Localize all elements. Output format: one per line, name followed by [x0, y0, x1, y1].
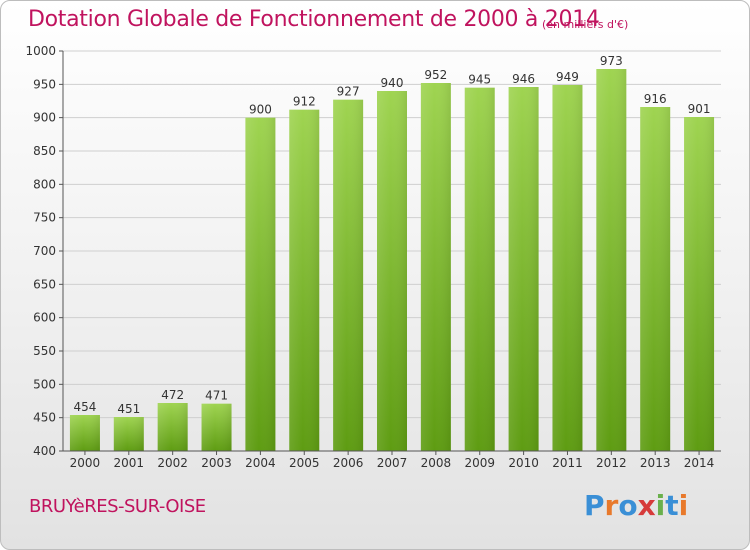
data-label: 916	[644, 92, 667, 106]
logo-letter: x	[637, 489, 656, 522]
data-label: 973	[600, 54, 623, 68]
y-tick-label: 650	[33, 277, 56, 291]
bar-shine-2005	[289, 109, 320, 452]
x-tick-label: 2012	[596, 456, 627, 470]
chart-unit: (en milliers d'€)	[542, 18, 629, 31]
logo-letter: P	[584, 489, 605, 522]
bar-shine-2001	[113, 417, 144, 451]
data-label: 901	[688, 102, 711, 116]
data-label: 900	[249, 103, 272, 117]
bar-shine-2012	[596, 69, 627, 451]
data-label: 949	[556, 70, 579, 84]
logo-letter: o	[618, 489, 638, 522]
x-tick-label: 2010	[508, 456, 539, 470]
y-tick-label: 500	[33, 377, 56, 391]
y-tick-label: 400	[33, 444, 56, 458]
logo-letter: t	[665, 489, 679, 522]
data-label: 952	[424, 68, 447, 82]
x-tick-label: 2011	[552, 456, 583, 470]
y-tick-label: 800	[33, 177, 56, 191]
x-tick-label: 2006	[333, 456, 364, 470]
data-label: 472	[161, 388, 184, 402]
x-tick-label: 2005	[289, 456, 320, 470]
commune-name: BRUYèRES-SUR-OISE	[29, 496, 206, 517]
bars	[69, 69, 715, 452]
data-label: 912	[293, 95, 316, 109]
y-tick-label: 700	[33, 244, 56, 258]
bar-shine-2002	[157, 403, 188, 451]
bar-shine-2011	[552, 85, 583, 451]
bar-shine-2007	[377, 91, 407, 451]
bar-shine-2006	[333, 99, 364, 452]
bar-shine-2010	[508, 87, 539, 451]
x-tick-label: 2001	[114, 456, 145, 470]
bar-shine-2013	[640, 107, 671, 451]
y-tick-label: 850	[33, 144, 56, 158]
bar-shine-2014	[684, 117, 715, 451]
bar-shine-2004	[245, 117, 276, 452]
axes: 400 450 500 550 600 650 700 750 800 850 900 950 1000…	[25, 44, 721, 470]
data-label: 927	[337, 85, 360, 99]
logo-letter: i	[655, 489, 666, 522]
bar-shine-2009	[464, 87, 495, 452]
y-tick-label: 750	[33, 211, 56, 225]
y-tick-label: 550	[33, 344, 56, 358]
x-tick-label: 2009	[464, 456, 495, 470]
x-tick-label: 2003	[201, 456, 232, 470]
x-tick-label: 2004	[245, 456, 276, 470]
y-tick-label: 450	[33, 411, 56, 425]
y-tick-label: 950	[33, 77, 56, 91]
data-label: 945	[468, 73, 491, 87]
data-label: 471	[205, 389, 228, 403]
x-tick-label: 2013	[640, 456, 671, 470]
bar-shine-2003	[201, 403, 232, 451]
x-tick-label: 2008	[421, 456, 452, 470]
data-label: 454	[73, 400, 96, 414]
bar-shine-2000	[69, 415, 100, 451]
logo-letter: i	[678, 489, 689, 522]
data-labels: 454 451 472 471 900 912 927 940 952 945 946 949 973 9…	[73, 54, 710, 416]
x-tick-label: 2000	[70, 456, 101, 470]
data-label: 940	[381, 76, 404, 90]
y-tick-label: 900	[33, 111, 56, 125]
x-tick-label: 2014	[684, 456, 715, 470]
x-tick-label: 2002	[157, 456, 188, 470]
data-label: 451	[117, 402, 140, 416]
bar-shine-2008	[420, 83, 451, 451]
x-tick-label: 2007	[377, 456, 408, 470]
data-label: 946	[512, 72, 535, 86]
y-tick-label: 600	[33, 311, 56, 325]
y-tick-label: 1000	[25, 44, 56, 58]
chart-title: Dotation Globale de Fonctionnement de 20…	[28, 7, 600, 32]
proxiti-logo: Proxiti	[584, 489, 688, 522]
logo-letter: r	[604, 489, 619, 522]
